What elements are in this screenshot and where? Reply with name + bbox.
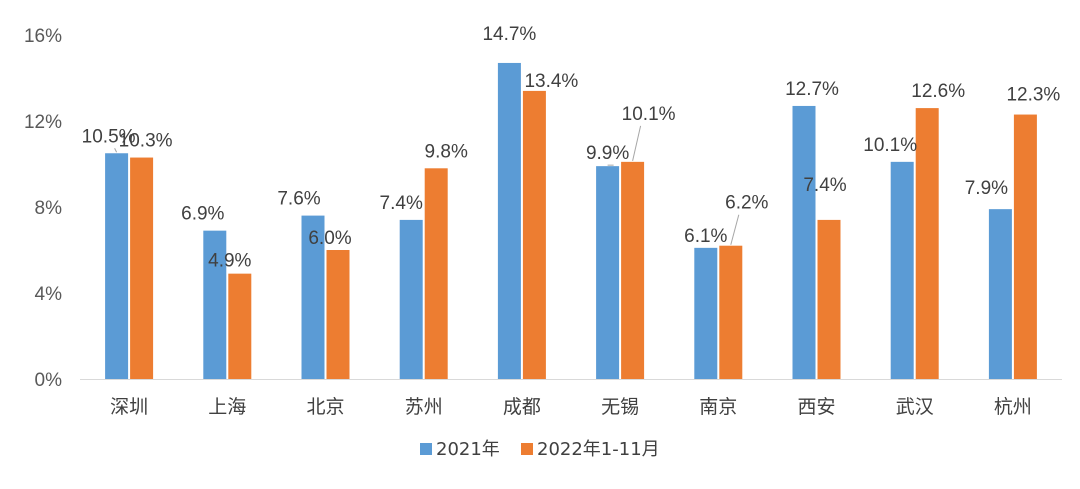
data-label: 10.1% (863, 135, 917, 156)
x-tick-label: 武汉 (896, 396, 934, 418)
legend-swatch (521, 443, 533, 455)
bar-series1 (792, 105, 816, 379)
y-tick-label: 12% (24, 112, 62, 133)
leader-line (632, 125, 642, 161)
data-label: 12.3% (1006, 85, 1060, 106)
label-leader-lines (114, 125, 740, 245)
data-labels: 10.5%10.3% 6.9% 4.9% 7.6% 6.0% 7.4% 9.8% 14.7% 1… (82, 24, 1061, 272)
leader-line (114, 148, 118, 153)
legend-label: 2021年 (436, 439, 500, 460)
data-label: 6.9% (181, 204, 224, 225)
bar-series2 (228, 273, 252, 379)
legend-swatch (420, 443, 432, 455)
bar-series1 (988, 209, 1012, 379)
x-tick-label: 上海 (208, 396, 246, 418)
data-label: 6.0% (308, 228, 351, 249)
bar-series2 (621, 161, 645, 379)
bar-series2 (915, 108, 939, 379)
bar-series1 (399, 219, 423, 379)
x-tick-label: 北京 (306, 396, 344, 418)
bar-series1 (497, 62, 521, 379)
data-label: 6.1% (684, 226, 727, 247)
bar-series2 (424, 168, 448, 379)
data-label: 6.2% (725, 193, 768, 214)
y-axis: 0% 4% 8% 12% 16% (24, 26, 62, 391)
bar-series2 (1013, 114, 1037, 380)
data-label: 10.5% (82, 126, 136, 147)
y-tick-label: 0% (35, 370, 63, 391)
bar-series1 (694, 247, 718, 379)
x-tick-label: 无锡 (601, 396, 639, 418)
y-tick-label: 16% (24, 26, 62, 47)
bar-series1 (301, 215, 325, 379)
data-label: 7.6% (277, 189, 320, 210)
bar-series2 (130, 157, 154, 379)
leader-line (730, 214, 740, 245)
data-label: 4.9% (208, 251, 251, 272)
bar-series1 (105, 153, 129, 379)
bar-series2 (719, 245, 743, 379)
data-label: 12.7% (785, 79, 839, 100)
y-tick-label: 4% (35, 284, 63, 305)
bar-series2 (522, 90, 546, 380)
data-label: 12.6% (911, 81, 965, 102)
x-tick-label: 杭州 (994, 396, 1032, 418)
bars (105, 62, 1037, 380)
x-tick-label: 深圳 (110, 396, 148, 418)
data-label: 7.9% (965, 178, 1008, 199)
legend-label: 2022年1-11月 (537, 439, 660, 460)
legend: 2021年 2022年1-11月 (420, 439, 660, 460)
data-label: 9.8% (425, 141, 468, 162)
data-label: 10.3% (119, 131, 173, 152)
x-tick-label: 南京 (699, 396, 737, 418)
bar-series2 (326, 250, 350, 379)
data-label: 9.9% (586, 143, 629, 164)
data-label: 10.1% (622, 104, 676, 125)
data-label: 14.7% (482, 24, 536, 45)
bar-series1 (203, 230, 227, 379)
y-tick-label: 8% (35, 198, 63, 219)
x-axis: 深圳 上海 北京 苏州 成都 无锡 南京 西安 武汉 杭州 (110, 396, 1032, 418)
x-tick-label: 西安 (797, 396, 835, 418)
bar-series2 (817, 219, 841, 379)
data-label: 13.4% (524, 71, 578, 92)
data-label: 7.4% (803, 175, 846, 196)
x-tick-label: 苏州 (405, 396, 443, 418)
data-label: 7.4% (380, 193, 423, 214)
x-tick-label: 成都 (503, 396, 541, 418)
bar-series1 (890, 161, 914, 379)
bar-series1 (596, 166, 620, 379)
